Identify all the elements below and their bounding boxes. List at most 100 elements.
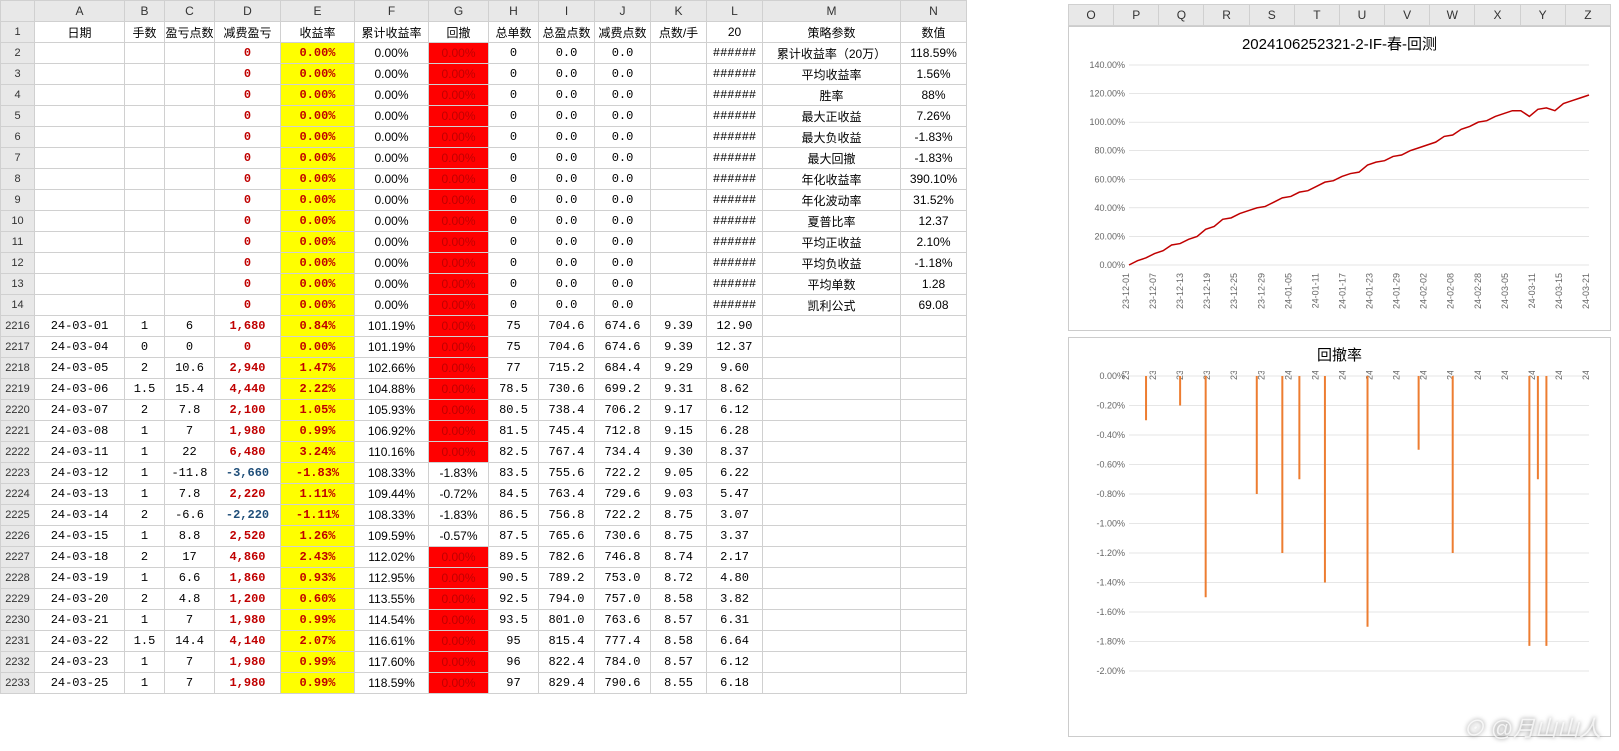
cell[interactable]: 0.0 bbox=[595, 85, 651, 106]
cell[interactable]: 0.00% bbox=[281, 43, 355, 64]
cell[interactable]: 8.57 bbox=[651, 652, 707, 673]
cell[interactable]: 0 bbox=[489, 295, 539, 316]
cell[interactable]: 729.6 bbox=[595, 484, 651, 505]
cell[interactable]: 753.0 bbox=[595, 568, 651, 589]
cell[interactable]: 815.4 bbox=[539, 631, 595, 652]
col-header[interactable] bbox=[1, 1, 35, 22]
cell[interactable]: 0 bbox=[489, 127, 539, 148]
cell[interactable]: 9.17 bbox=[651, 400, 707, 421]
col-header[interactable]: U bbox=[1339, 5, 1384, 26]
stat-value[interactable]: 31.52% bbox=[901, 190, 967, 211]
stat-value[interactable]: -1.83% bbox=[901, 148, 967, 169]
cell[interactable]: ###### bbox=[707, 106, 763, 127]
header-cell[interactable]: 手数 bbox=[125, 22, 165, 43]
cell[interactable]: 0.0 bbox=[539, 232, 595, 253]
cell[interactable]: 0.00% bbox=[355, 64, 429, 85]
row-header[interactable]: 1 bbox=[1, 22, 35, 43]
cell[interactable]: 9.31 bbox=[651, 379, 707, 400]
cell[interactable]: 7 bbox=[165, 610, 215, 631]
cell[interactable]: 4,440 bbox=[215, 379, 281, 400]
cell[interactable]: 14.4 bbox=[165, 631, 215, 652]
col-header[interactable]: F bbox=[355, 1, 429, 22]
cell[interactable]: -1.83% bbox=[429, 463, 489, 484]
cell[interactable]: 24-03-01 bbox=[35, 316, 125, 337]
cell[interactable]: 0.00% bbox=[355, 43, 429, 64]
cell[interactable]: 0 bbox=[215, 43, 281, 64]
cell[interactable]: 0 bbox=[215, 232, 281, 253]
cell[interactable]: 0.00% bbox=[281, 64, 355, 85]
cell[interactable]: 0.00% bbox=[281, 127, 355, 148]
row-header[interactable]: 2227 bbox=[1, 547, 35, 568]
cell[interactable]: 3.07 bbox=[707, 505, 763, 526]
row-header[interactable]: 2223 bbox=[1, 463, 35, 484]
cell[interactable]: 745.4 bbox=[539, 421, 595, 442]
cell[interactable]: 78.5 bbox=[489, 379, 539, 400]
col-header[interactable]: X bbox=[1475, 5, 1520, 26]
row-header[interactable]: 4 bbox=[1, 85, 35, 106]
cell[interactable]: 0.00% bbox=[429, 253, 489, 274]
cell[interactable]: 1,980 bbox=[215, 421, 281, 442]
col-header[interactable]: D bbox=[215, 1, 281, 22]
row-header[interactable]: 6 bbox=[1, 127, 35, 148]
stat-label[interactable]: 累计收益率（20万） bbox=[763, 43, 901, 64]
cell[interactable]: 112.02% bbox=[355, 547, 429, 568]
cell[interactable]: 822.4 bbox=[539, 652, 595, 673]
cell[interactable]: 674.6 bbox=[595, 337, 651, 358]
cell[interactable]: 109.59% bbox=[355, 526, 429, 547]
cell[interactable]: 6 bbox=[165, 316, 215, 337]
cell[interactable]: 2 bbox=[125, 589, 165, 610]
cell[interactable]: 2 bbox=[125, 505, 165, 526]
stat-label[interactable]: 最大正收益 bbox=[763, 106, 901, 127]
row-header[interactable]: 2230 bbox=[1, 610, 35, 631]
cell[interactable]: 1,980 bbox=[215, 652, 281, 673]
header-cell[interactable]: 回撤 bbox=[429, 22, 489, 43]
cell[interactable]: 1.47% bbox=[281, 358, 355, 379]
cell[interactable]: 765.6 bbox=[539, 526, 595, 547]
cell[interactable]: 704.6 bbox=[539, 316, 595, 337]
cell[interactable]: 4.80 bbox=[707, 568, 763, 589]
cell[interactable]: 1 bbox=[125, 652, 165, 673]
cell[interactable]: 4,860 bbox=[215, 547, 281, 568]
row-header[interactable]: 2216 bbox=[1, 316, 35, 337]
cell[interactable]: 0.00% bbox=[429, 610, 489, 631]
cell[interactable]: 0.00% bbox=[281, 211, 355, 232]
cell[interactable]: 0.00% bbox=[429, 673, 489, 694]
row-header[interactable]: 2229 bbox=[1, 589, 35, 610]
col-header[interactable]: Z bbox=[1565, 5, 1610, 26]
cell[interactable]: 0.0 bbox=[595, 211, 651, 232]
stat-value[interactable]: 12.37 bbox=[901, 211, 967, 232]
cell[interactable]: 0.0 bbox=[595, 169, 651, 190]
cell[interactable]: 24-03-08 bbox=[35, 421, 125, 442]
cell[interactable]: 24-03-13 bbox=[35, 484, 125, 505]
cell[interactable]: -1.83% bbox=[281, 463, 355, 484]
cell[interactable]: 1 bbox=[125, 673, 165, 694]
header-cell[interactable]: 20 bbox=[707, 22, 763, 43]
stat-label[interactable]: 年化收益率 bbox=[763, 169, 901, 190]
cell[interactable]: 0.00% bbox=[281, 232, 355, 253]
row-header[interactable]: 2218 bbox=[1, 358, 35, 379]
cell[interactable]: 2 bbox=[125, 358, 165, 379]
cell[interactable]: 24-03-23 bbox=[35, 652, 125, 673]
cell[interactable]: 0 bbox=[215, 64, 281, 85]
cell[interactable]: 0.99% bbox=[281, 652, 355, 673]
cell[interactable]: 0.00% bbox=[429, 421, 489, 442]
row-header[interactable]: 2220 bbox=[1, 400, 35, 421]
cell[interactable]: 2.22% bbox=[281, 379, 355, 400]
cell[interactable]: ###### bbox=[707, 211, 763, 232]
cell[interactable]: 0.00% bbox=[429, 295, 489, 316]
row-header[interactable]: 2226 bbox=[1, 526, 35, 547]
cell[interactable]: 0.00% bbox=[429, 400, 489, 421]
cell[interactable]: 2,520 bbox=[215, 526, 281, 547]
cell[interactable]: 0.00% bbox=[355, 211, 429, 232]
cell[interactable]: 0.00% bbox=[429, 232, 489, 253]
cell[interactable]: 0.00% bbox=[429, 169, 489, 190]
cell[interactable]: 790.6 bbox=[595, 673, 651, 694]
cell[interactable]: 2.07% bbox=[281, 631, 355, 652]
cell[interactable]: 0.0 bbox=[539, 211, 595, 232]
cell[interactable]: 108.33% bbox=[355, 463, 429, 484]
cell[interactable]: 118.59% bbox=[355, 673, 429, 694]
cell[interactable]: 0.0 bbox=[539, 43, 595, 64]
col-header[interactable]: C bbox=[165, 1, 215, 22]
cell[interactable]: 8.57 bbox=[651, 610, 707, 631]
cell[interactable]: 75 bbox=[489, 316, 539, 337]
